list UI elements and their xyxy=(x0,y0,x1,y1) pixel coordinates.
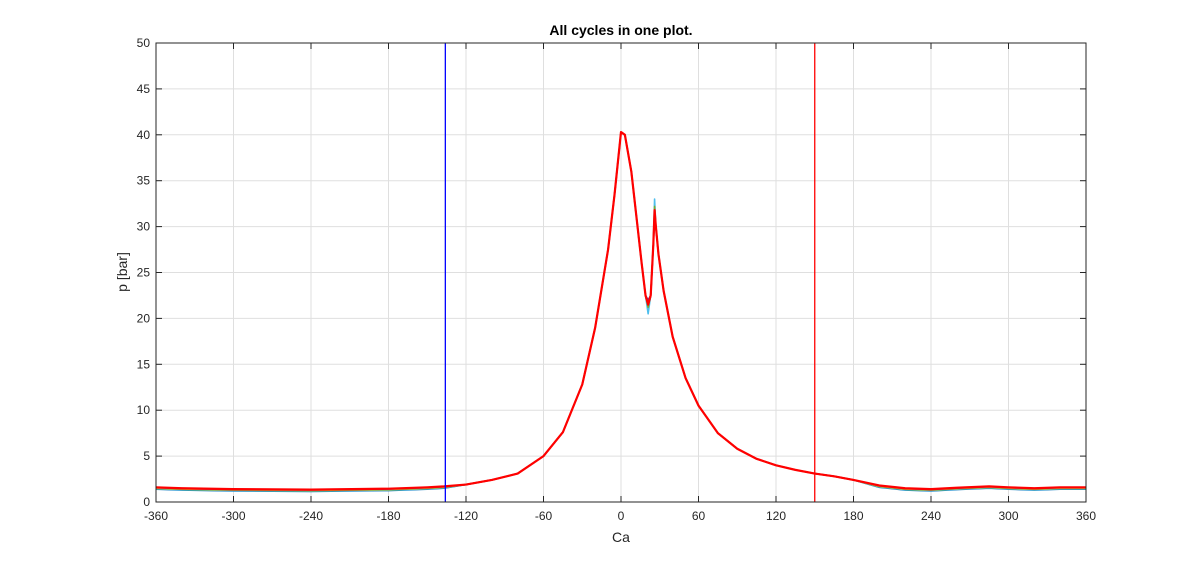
y-tick-label: 50 xyxy=(137,36,151,50)
y-axis-label: p [bar] xyxy=(114,252,130,292)
cycle-line xyxy=(155,130,1086,491)
y-tick-label: 40 xyxy=(137,128,151,142)
tick-marks xyxy=(155,42,1087,503)
chart-title: All cycles in one plot. xyxy=(549,22,692,38)
x-tick-label: -300 xyxy=(221,509,245,523)
x-axis-label: Ca xyxy=(612,529,630,545)
x-tick-label: 240 xyxy=(921,509,941,523)
y-tick-labels: 0 5 10 15 20 25 30 35 40 45 50 xyxy=(137,36,151,509)
y-tick-label: 35 xyxy=(137,174,151,188)
y-tick-label: 20 xyxy=(137,311,151,325)
x-tick-label: 300 xyxy=(998,509,1018,523)
x-tick-label: 60 xyxy=(692,509,706,523)
x-tick-label: 120 xyxy=(766,509,786,523)
x-tick-label: -60 xyxy=(535,509,553,523)
x-tick-label: 360 xyxy=(1076,509,1096,523)
y-tick-label: 5 xyxy=(143,449,150,463)
y-tick-label: 25 xyxy=(137,266,151,280)
x-tick-labels: -360 -300 -240 -180 -120 -60 0 60 120 180 240 300 36… xyxy=(144,509,1096,523)
series-layer xyxy=(155,130,1086,493)
x-tick-label: -180 xyxy=(376,509,400,523)
y-tick-label: 15 xyxy=(137,357,151,371)
y-tick-label: 30 xyxy=(137,220,151,234)
y-tick-label: 45 xyxy=(137,82,151,96)
y-tick-label: 0 xyxy=(143,495,150,509)
marker-layer xyxy=(444,43,816,502)
x-tick-label: -120 xyxy=(454,509,478,523)
x-tick-label: -360 xyxy=(144,509,168,523)
y-tick-label: 10 xyxy=(137,403,151,417)
x-tick-label: 0 xyxy=(618,509,625,523)
x-tick-label: -240 xyxy=(299,509,323,523)
x-tick-label: 180 xyxy=(843,509,863,523)
